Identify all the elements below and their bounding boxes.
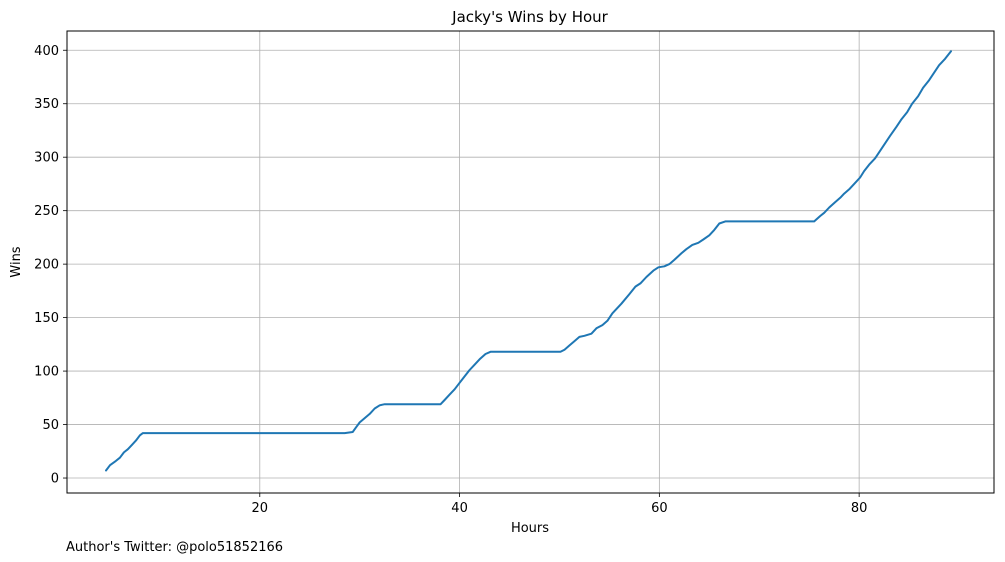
y-tick-label: 300 <box>34 151 59 166</box>
series-layer <box>105 50 952 472</box>
y-tick-label: 350 <box>34 97 59 112</box>
y-tick-label: 250 <box>34 204 59 219</box>
plot-area-frame <box>66 30 995 494</box>
author-credit: Author's Twitter: @polo51852166 <box>66 540 283 555</box>
y-tick-label: 400 <box>34 44 59 59</box>
y-axis-label: Wins <box>9 246 24 277</box>
x-tick-label: 60 <box>651 501 668 516</box>
x-tick-label: 80 <box>851 501 868 516</box>
x-axis-label: Hours <box>511 521 549 536</box>
axis-ticks: 20 40 60 80 0 50 100 150 200 250 300 350 400 <box>34 44 867 516</box>
y-tick-label: 100 <box>34 365 59 380</box>
x-tick-label: 20 <box>252 501 269 516</box>
y-tick-label: 50 <box>42 418 59 433</box>
y-tick-label: 200 <box>34 258 59 273</box>
chart-title: Jacky's Wins by Hour <box>451 8 608 26</box>
series-line-wins <box>105 50 952 472</box>
y-tick-label: 0 <box>51 472 59 487</box>
x-tick-label: 40 <box>451 501 468 516</box>
gridlines <box>67 31 994 493</box>
y-tick-label: 150 <box>34 311 59 326</box>
